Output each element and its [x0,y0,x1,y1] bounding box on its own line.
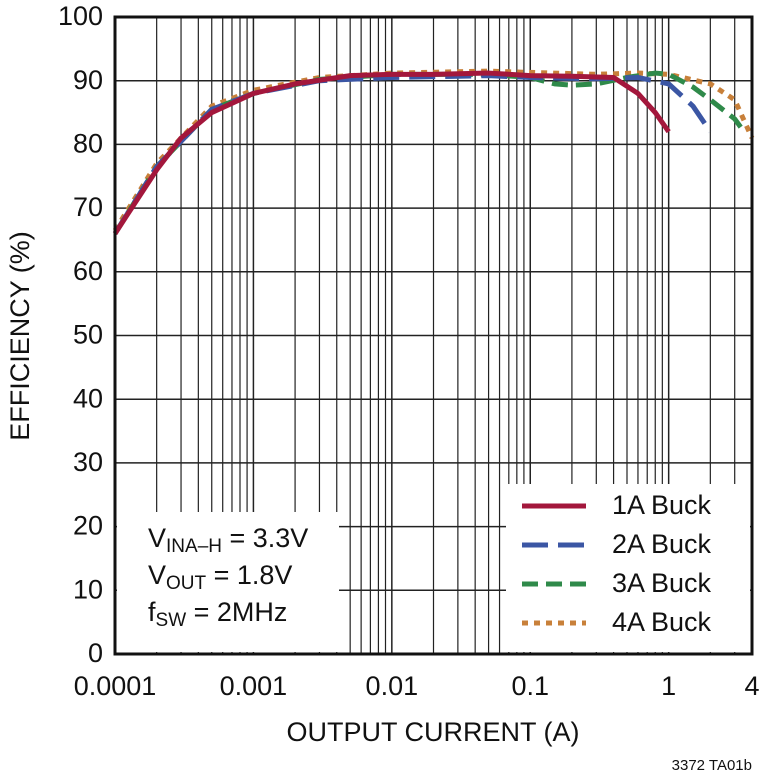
y-tick-label: 40 [73,383,103,413]
y-tick-label: 60 [73,256,103,286]
series-line [112,73,713,235]
annotation: VINA–H = 3.3V [148,523,308,557]
x-tick-label: 4 [744,671,759,701]
annotation-sub: INA–H [166,536,222,557]
y-tick-label: 10 [73,574,103,604]
annotation-rest: = 2MHz [186,597,287,627]
y-tick-label: 70 [73,192,103,222]
annotation-main: f [148,597,156,627]
annotation-main: V [148,523,166,553]
annotation: VOUT = 1.8V [148,560,292,594]
legend-label: 1A Buck [612,490,712,520]
x-tick-label: 0.1 [511,671,549,701]
x-tick-label: 0.001 [220,671,288,701]
y-tick-label: 80 [73,129,103,159]
x-tick-label: 1 [661,671,676,701]
series-line [112,70,671,235]
legend-label: 2A Buck [612,529,712,559]
x-tick-label: 0.0001 [74,671,157,701]
annotation-sub: OUT [166,573,207,594]
y-tick-label: 50 [73,320,103,350]
y-tick-label: 30 [73,447,103,477]
y-tick-label: 20 [73,511,103,541]
y-tick-label: 0 [88,638,103,668]
annotation-main: V [148,560,166,590]
y-tick-label: 100 [58,1,103,31]
annotation-rest: = 1.8V [206,560,292,590]
annotation-sub: SW [156,610,187,631]
series-line [112,70,746,235]
y-axis-label: EFFICIENCY (%) [5,231,35,441]
legend-label: 4A Buck [612,607,712,637]
x-axis-label: OUTPUT CURRENT (A) [286,717,579,747]
annotation-box [117,512,339,652]
series-line [112,68,755,232]
footnote: 3372 TA01b [672,757,752,774]
x-tick-label: 0.01 [366,671,419,701]
plot-frame [113,15,754,656]
annotation: fSW = 2MHz [148,597,287,631]
legend-label: 3A Buck [612,568,712,598]
annotation-rest: = 3.3V [222,523,308,553]
y-tick-label: 90 [73,65,103,95]
